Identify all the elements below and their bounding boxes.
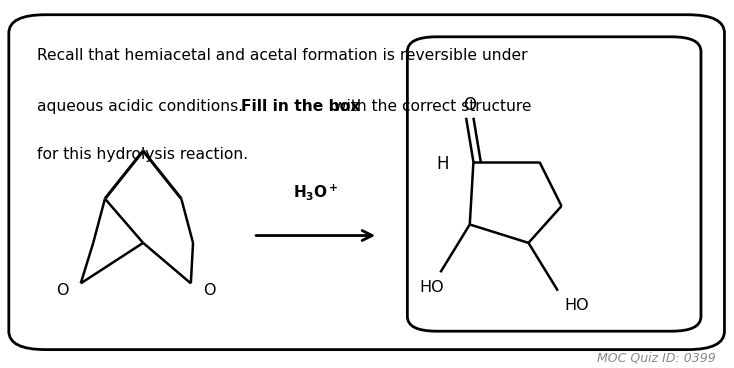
- FancyBboxPatch shape: [407, 37, 701, 331]
- Text: O: O: [56, 283, 69, 298]
- Text: $\mathbf{H_3O^+}$: $\mathbf{H_3O^+}$: [293, 183, 338, 202]
- Text: Recall that hemiacetal and acetal formation is reversible under: Recall that hemiacetal and acetal format…: [37, 48, 527, 63]
- Text: O: O: [203, 283, 216, 298]
- Text: for this hydrolysis reaction.: for this hydrolysis reaction.: [37, 147, 248, 162]
- Text: HO: HO: [564, 298, 589, 313]
- Text: H: H: [436, 155, 449, 173]
- Text: with the correct structure: with the correct structure: [329, 99, 531, 114]
- Text: HO: HO: [419, 280, 444, 294]
- Text: aqueous acidic conditions.: aqueous acidic conditions.: [37, 99, 247, 114]
- FancyBboxPatch shape: [9, 15, 724, 350]
- Text: O: O: [463, 96, 476, 114]
- Text: Fill in the box: Fill in the box: [241, 99, 360, 114]
- Text: MOC Quiz ID: 0399: MOC Quiz ID: 0399: [597, 351, 716, 364]
